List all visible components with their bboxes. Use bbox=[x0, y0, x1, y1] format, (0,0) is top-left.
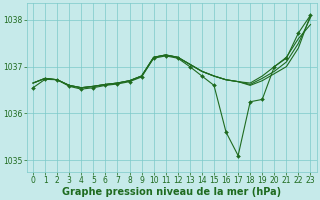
X-axis label: Graphe pression niveau de la mer (hPa): Graphe pression niveau de la mer (hPa) bbox=[62, 187, 281, 197]
